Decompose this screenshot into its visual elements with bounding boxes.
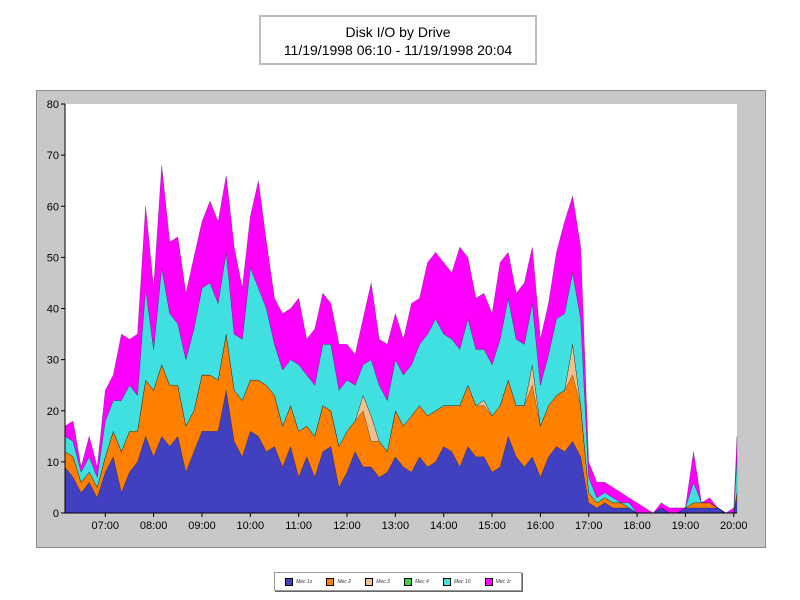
legend-label-0: Mec 1s bbox=[296, 578, 313, 585]
series-area-5 bbox=[64, 165, 738, 514]
legend: Mec 1s Mec 2 Mec 3 Mec 4 Mec 10 Mec 1r bbox=[274, 572, 522, 591]
x-tick-label-4: 11:00 bbox=[285, 520, 312, 532]
legend-item-0: Mec 1s bbox=[285, 577, 313, 586]
legend-swatch-0 bbox=[285, 577, 294, 586]
legend-item-1: Mec 2 bbox=[326, 577, 352, 586]
y-tick-label-1: 10 bbox=[47, 457, 59, 469]
y-tick-label-4: 40 bbox=[47, 304, 59, 316]
legend-swatch-5 bbox=[484, 577, 493, 586]
x-tick-label-6: 13:00 bbox=[382, 520, 410, 532]
legend-item-3: Mec 4 bbox=[404, 577, 429, 586]
x-tick-label-0: 07:00 bbox=[92, 520, 120, 532]
chart-title-box: Disk I/O by Drive 11/19/1998 06:10 - 11/… bbox=[259, 15, 537, 65]
legend-swatch-1 bbox=[326, 577, 335, 586]
y-tick-label-3: 30 bbox=[47, 355, 59, 367]
legend-label-4: Mec 10 bbox=[453, 578, 471, 585]
legend-swatch-3 bbox=[404, 577, 413, 586]
y-tick-label-5: 50 bbox=[47, 252, 59, 264]
legend-item-2: Mec 3 bbox=[365, 577, 390, 586]
legend-label-2: Mec 3 bbox=[376, 578, 390, 585]
legend-swatch-2 bbox=[365, 577, 374, 586]
legend-label-3: Mec 4 bbox=[415, 578, 429, 585]
x-tick-label-10: 17:00 bbox=[575, 520, 603, 532]
legend-item-4: Mec 10 bbox=[442, 577, 471, 586]
y-tick-label-6: 60 bbox=[47, 201, 59, 213]
y-tick-label-7: 70 bbox=[47, 150, 59, 162]
x-tick-label-3: 10:00 bbox=[237, 520, 265, 532]
legend-item-5: Mec 1r bbox=[484, 577, 511, 586]
legend-swatch-4 bbox=[442, 577, 451, 586]
x-tick-label-7: 14:00 bbox=[430, 520, 458, 532]
x-tick-label-1: 08:00 bbox=[140, 520, 168, 532]
x-tick-label-12: 19:00 bbox=[672, 520, 700, 532]
chart-frame: 0 10 20 30 40 50 60 70 80 07:00 08:00 09:00 10:00 11:… bbox=[36, 90, 766, 548]
x-tick-label-8: 15:00 bbox=[478, 520, 506, 532]
chart-svg: 0 10 20 30 40 50 60 70 80 07:00 08:00 09:00 10:00 11:… bbox=[47, 99, 748, 532]
legend-label-1: Mec 2 bbox=[337, 578, 352, 585]
x-tick-label-11: 18:00 bbox=[623, 520, 651, 532]
chart-subtitle: 11/19/1998 06:10 - 11/19/1998 20:04 bbox=[283, 42, 513, 58]
y-tick-label-8: 80 bbox=[47, 99, 59, 111]
legend-label-5: Mec 1r bbox=[495, 578, 511, 585]
x-tick-label-13: 20:00 bbox=[720, 520, 748, 532]
chart-title: Disk I/O by Drive bbox=[345, 24, 451, 40]
y-tick-label-2: 20 bbox=[47, 406, 59, 418]
y-tick-label-0: 0 bbox=[53, 508, 59, 520]
x-tick-label-5: 12:00 bbox=[333, 520, 361, 532]
x-tick-label-9: 16:00 bbox=[527, 520, 555, 532]
x-tick-label-2: 09:00 bbox=[188, 520, 216, 532]
